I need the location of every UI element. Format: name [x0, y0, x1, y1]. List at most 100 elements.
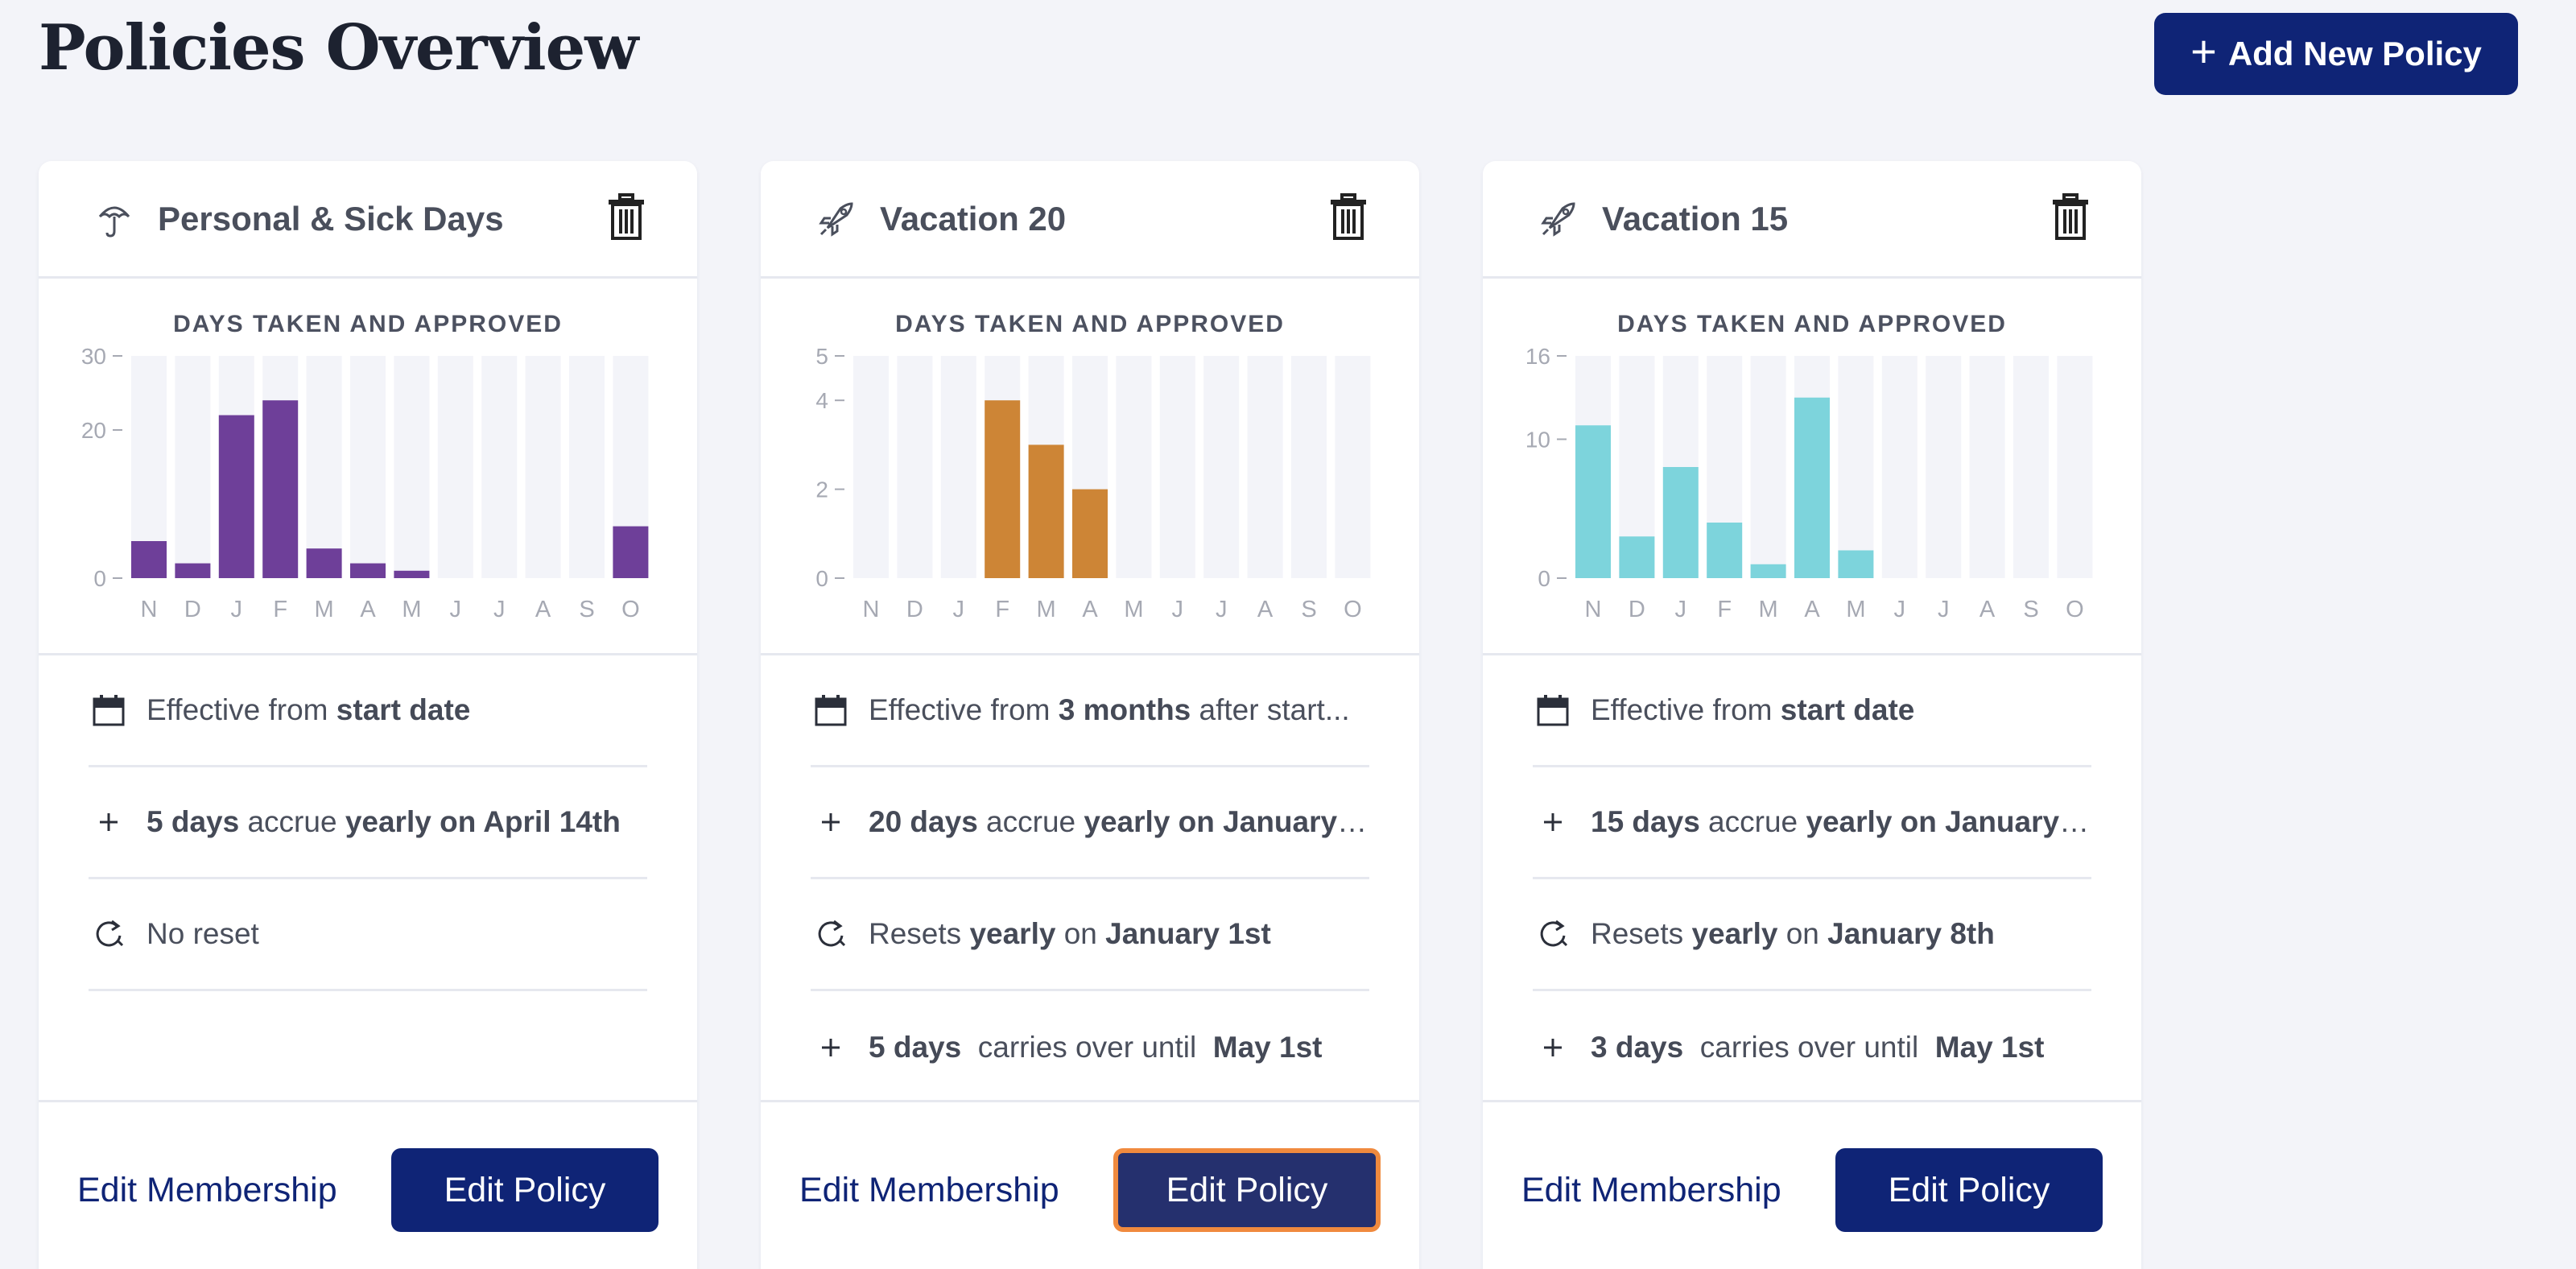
policy-detail-row: 20 days accrue yearly on January ...	[811, 767, 1369, 879]
detail-value: yearly on January ...	[1806, 805, 2091, 838]
trash-icon[interactable]	[1329, 192, 1374, 245]
edit-membership-link[interactable]: Edit Membership	[77, 1170, 337, 1209]
policy-detail-text: 3 days carries over until May 1st	[1591, 1031, 2045, 1064]
edit-policy-button[interactable]: Edit Policy	[391, 1148, 658, 1232]
detail-value: 15 days	[1591, 805, 1700, 838]
x-tick-label: A	[1082, 597, 1098, 622]
detail-label: Resets	[869, 917, 970, 950]
reset-icon	[811, 918, 851, 950]
detail-value: January 1st	[1105, 917, 1271, 950]
y-tick-label: 0	[93, 566, 106, 591]
detail-label: carries over until	[1683, 1030, 1935, 1064]
x-tick-label: J	[1938, 597, 1950, 622]
plus-icon	[811, 810, 851, 834]
umbrella-icon	[90, 195, 138, 243]
edit-policy-button[interactable]: Edit Policy	[1835, 1148, 2103, 1232]
bar-background	[1335, 356, 1371, 578]
x-tick-label: A	[360, 597, 376, 622]
detail-label: on	[1055, 917, 1106, 950]
x-tick-label: A	[1804, 597, 1820, 622]
bar[interactable]	[985, 400, 1021, 578]
y-tick-label: 0	[1538, 566, 1550, 591]
x-tick-label: J	[1675, 597, 1687, 622]
x-tick-label: J	[493, 597, 506, 622]
card-actions: Edit Membership Edit Policy	[77, 1148, 658, 1232]
detail-value: 5 days	[147, 805, 240, 838]
x-tick-label: N	[1585, 597, 1602, 622]
bar-background	[569, 356, 605, 578]
x-tick-label: S	[579, 597, 594, 622]
chart-section: DAYS TAKEN AND APPROVED N D J F M A M J J A S O 0 10 16	[1483, 279, 2141, 655]
y-tick-label: 5	[815, 344, 828, 369]
bar-background	[1881, 356, 1918, 578]
y-tick-label: 0	[815, 566, 828, 591]
bar[interactable]	[262, 400, 299, 578]
x-tick-label: M	[1124, 597, 1143, 622]
detail-value: May 1st	[1934, 1030, 2045, 1064]
x-tick-label: F	[273, 597, 287, 622]
detail-value: 20 days	[869, 805, 978, 838]
policy-detail-row: No reset	[89, 879, 647, 991]
bar-background	[2057, 356, 2093, 578]
bar[interactable]	[1750, 564, 1786, 578]
calendar-icon	[1533, 694, 1573, 726]
trash-icon[interactable]	[2051, 192, 2096, 245]
policy-detail-row: 3 days carries over until May 1st	[1533, 991, 2091, 1103]
detail-value: May 1st	[1212, 1030, 1323, 1064]
detail-label: No reset	[147, 917, 259, 950]
bar[interactable]	[1028, 444, 1064, 578]
bar[interactable]	[1662, 467, 1699, 578]
detail-label: after start...	[1191, 693, 1350, 726]
policy-card: Personal & Sick Days DAYS TAKEN AND APPRO…	[39, 161, 697, 1269]
y-tick-label: 20	[81, 418, 106, 443]
detail-value: January 8th	[1827, 917, 1995, 950]
bar-background	[940, 356, 976, 578]
trash-icon[interactable]	[607, 192, 652, 245]
bar[interactable]	[218, 415, 254, 578]
bar[interactable]	[1838, 550, 1874, 579]
x-tick-label: O	[1344, 597, 1362, 622]
bar[interactable]	[1794, 397, 1830, 578]
x-tick-label: M	[1846, 597, 1865, 622]
reset-icon	[89, 918, 129, 950]
bar[interactable]	[1707, 523, 1743, 578]
y-tick-label: 16	[1525, 344, 1550, 369]
detail-value: yearly	[969, 917, 1056, 950]
bar[interactable]	[394, 570, 430, 578]
bar[interactable]	[350, 563, 386, 578]
footer-divider	[39, 1100, 697, 1102]
rocket-icon	[1534, 195, 1583, 243]
days-chart: N D J F M A M J J A S O 0 20 30	[81, 344, 649, 622]
x-tick-label: M	[402, 597, 421, 622]
reset-icon	[1533, 918, 1573, 950]
plus-icon	[1533, 810, 1573, 834]
x-tick-label: M	[1037, 597, 1056, 622]
chart-title: DAYS TAKEN AND APPROVED	[1617, 311, 2007, 337]
bar[interactable]	[1619, 536, 1655, 578]
edit-membership-link[interactable]: Edit Membership	[799, 1170, 1059, 1209]
x-tick-label: J	[1894, 597, 1906, 622]
bar[interactable]	[131, 541, 167, 578]
x-tick-label: D	[184, 597, 201, 622]
policy-detail-row: Resets yearly on January 8th	[1533, 879, 2091, 991]
bar[interactable]	[613, 526, 649, 578]
detail-value: yearly on January ...	[1084, 805, 1369, 838]
detail-value: 3 months	[1058, 693, 1191, 726]
policy-detail-text: 15 days accrue yearly on January ...	[1591, 805, 2091, 839]
bar[interactable]	[1575, 425, 1611, 578]
bar[interactable]	[175, 563, 211, 578]
bar-background	[1291, 356, 1327, 578]
bar-background	[1838, 356, 1874, 578]
bar-background	[1969, 356, 2005, 578]
bar[interactable]	[1072, 489, 1108, 578]
footer-divider	[761, 1100, 1419, 1102]
edit-policy-button[interactable]: Edit Policy	[1113, 1148, 1381, 1232]
bar-background	[306, 356, 342, 578]
policy-card: Vacation 15 DAYS TAKEN AND APPROVED N D J F M A…	[1483, 161, 2141, 1269]
edit-membership-link[interactable]: Edit Membership	[1521, 1170, 1781, 1209]
bar-background	[1116, 356, 1152, 578]
plus-icon	[811, 1035, 851, 1060]
bar[interactable]	[306, 548, 342, 578]
x-tick-label: A	[1979, 597, 1996, 622]
add-new-policy-button[interactable]: + Add New Policy	[2154, 13, 2518, 95]
